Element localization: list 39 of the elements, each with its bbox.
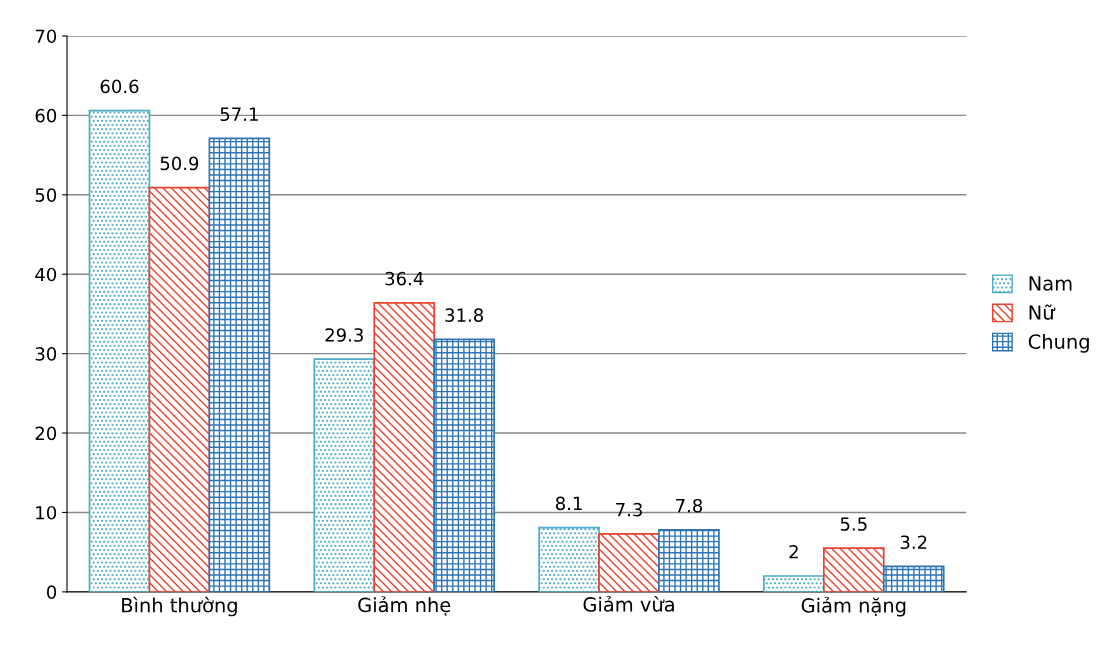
data-label: 2: [789, 544, 798, 559]
y-tick-label: 70: [35, 29, 57, 44]
bar: [208, 137, 271, 592]
data-label: 36.4: [385, 271, 424, 286]
y-tick-label: 60: [35, 108, 57, 123]
bar: [658, 529, 720, 592]
bar: [822, 547, 885, 592]
bar: [598, 533, 660, 592]
y-tick-label: 50: [35, 188, 57, 202]
x-tick-label: Giảm nhẹ: [358, 596, 451, 616]
legend-label: Chung: [1028, 333, 1089, 353]
data-label: 29.3: [325, 328, 363, 342]
data-label: 5.5: [840, 517, 867, 531]
data-label: 7.8: [676, 498, 703, 513]
bar: [373, 301, 436, 592]
data-label: 57.1: [220, 107, 258, 122]
bar: [313, 358, 376, 592]
bar: [88, 109, 151, 592]
bar: [763, 575, 825, 592]
bar: [538, 526, 600, 592]
x-tick-label: Giảm nặng: [801, 596, 906, 617]
x-tick-label: Giảm vừa: [583, 595, 674, 612]
bar: [148, 186, 211, 592]
data-label: 31.8: [445, 308, 484, 322]
data-label: 60.6: [100, 79, 139, 94]
data-label: 7.3: [616, 502, 642, 517]
y-tick-label: 40: [35, 267, 57, 282]
legend-label: Nam: [1029, 276, 1072, 291]
y-tick-label: 0: [47, 585, 57, 599]
bar: [882, 565, 945, 592]
y-tick-label: 30: [35, 347, 57, 361]
x-tick-label: Bình thường: [122, 596, 237, 617]
y-tick-label: 20: [35, 426, 57, 441]
y-tick-label: 10: [36, 505, 57, 520]
bar: [433, 338, 495, 592]
data-label: 3.2: [900, 535, 927, 550]
data-label: 8.1: [555, 496, 582, 511]
legend-label: Nữ: [1029, 304, 1056, 320]
data-label: 50.9: [160, 156, 199, 171]
